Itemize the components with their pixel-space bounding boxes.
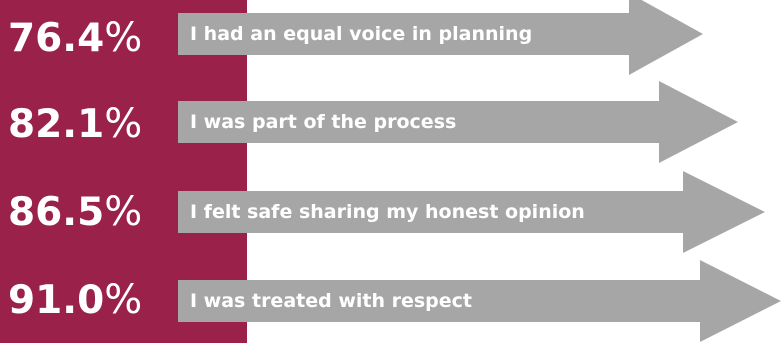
- percent-value-4: 91.0%: [8, 270, 168, 330]
- arrow-bar-1: [178, 0, 703, 75]
- percent-number-1: 76.4: [8, 16, 105, 61]
- arrow-label-4: I was treated with respect: [190, 290, 473, 312]
- percent-number-2: 82.1: [8, 102, 105, 147]
- arrow-bar-2: [178, 81, 738, 163]
- arrow-label-2: I was part of the process: [190, 111, 457, 133]
- percent-number-4: 91.0: [8, 278, 105, 323]
- percent-number-3: 86.5: [8, 190, 105, 235]
- arrow-bar-3: [178, 171, 765, 253]
- arrow-label-1: I had an equal voice in planning: [190, 23, 533, 45]
- arrow-bar-4: [178, 260, 781, 342]
- arrow-label-3: I felt safe sharing my honest opinion: [190, 201, 585, 223]
- percent-unit-4: %: [104, 277, 143, 323]
- percent-unit-2: %: [104, 101, 143, 147]
- percent-unit-1: %: [104, 15, 143, 61]
- percent-value-3: 86.5%: [8, 182, 168, 242]
- percent-value-2: 82.1%: [8, 94, 168, 154]
- percent-value-1: 76.4%: [8, 8, 168, 68]
- percent-unit-3: %: [104, 189, 143, 235]
